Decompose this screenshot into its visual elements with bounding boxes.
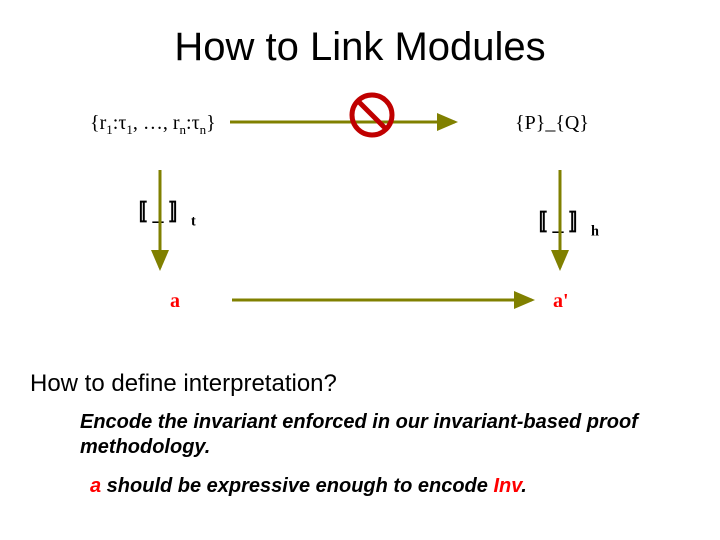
last-inv: Inv [493, 475, 521, 497]
last-line: a should be expressive enough to encode … [90, 475, 527, 498]
subheading: How to define interpretation? [30, 370, 337, 398]
last-a: a [90, 475, 101, 497]
last-mid: should be expressive enough to encode [101, 475, 493, 497]
last-period: . [521, 475, 527, 497]
prohibit-icon [352, 95, 392, 135]
body-line: Encode the invariant enforced in our inv… [80, 410, 640, 460]
